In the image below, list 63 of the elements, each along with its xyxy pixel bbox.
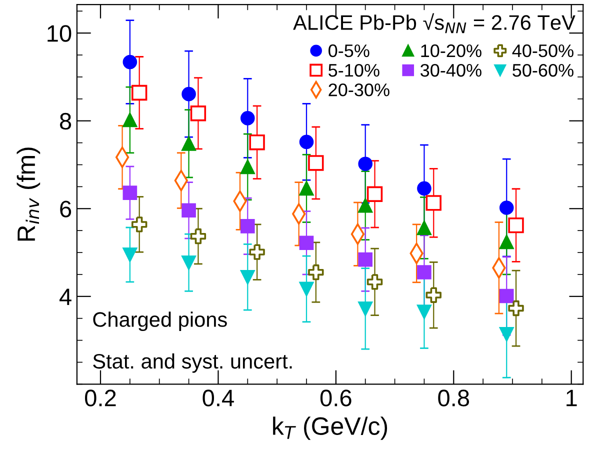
point — [508, 300, 524, 316]
point — [122, 248, 138, 262]
x-tick-label: 0.2 — [85, 390, 116, 406]
point — [417, 304, 432, 319]
point — [299, 236, 314, 250]
annotation: ALICE Pb-Pb √s$_{NN}$ = 2.76 TeV — [293, 13, 576, 34]
point — [299, 282, 314, 296]
point — [499, 200, 514, 215]
y-tick-label: 8 — [60, 112, 72, 130]
point — [182, 203, 196, 218]
point — [358, 198, 373, 213]
legend-label: 50-60% — [512, 64, 574, 77]
point — [366, 274, 383, 290]
point — [132, 84, 148, 101]
legend-label: 30-40% — [420, 64, 482, 77]
y-axis-title: R$_{inv}$ (fm) — [16, 148, 40, 241]
x-tick-label: 0.6 — [320, 390, 352, 406]
point — [240, 219, 255, 234]
point — [240, 270, 255, 284]
y-tick-label: 6 — [60, 200, 72, 218]
point — [122, 112, 138, 128]
legend-label: 5-10% — [328, 64, 380, 77]
point — [299, 181, 314, 196]
x-tick-label: 0.8 — [438, 390, 470, 406]
annotation: Stat. and syst. uncert. — [93, 353, 292, 373]
point — [182, 136, 196, 151]
point — [132, 216, 148, 232]
point — [249, 134, 265, 150]
point — [499, 288, 514, 304]
point — [182, 86, 196, 102]
legend-label: 20-30% — [328, 83, 390, 96]
y-tick-label: 4 — [60, 288, 72, 305]
point — [122, 54, 138, 70]
point — [190, 228, 206, 244]
point — [308, 264, 324, 280]
point — [366, 186, 383, 202]
point — [499, 327, 514, 342]
point — [417, 220, 432, 236]
point — [417, 265, 432, 280]
legend-label: 40-50% — [512, 44, 574, 58]
x-tick-label: 1 — [566, 390, 577, 406]
point — [508, 217, 524, 234]
point — [426, 195, 442, 211]
legend-label: 0-5% — [328, 44, 370, 58]
point — [249, 244, 265, 260]
point — [240, 160, 255, 174]
point — [358, 302, 373, 316]
point — [499, 234, 514, 250]
point — [308, 155, 324, 171]
legend-label: 10-20% — [421, 44, 482, 58]
annotation: Charged pions — [93, 312, 227, 332]
point — [240, 111, 255, 126]
point — [182, 255, 196, 270]
point — [190, 106, 206, 122]
x-tick-label: 0.4 — [202, 390, 234, 406]
point — [358, 156, 373, 172]
point — [426, 287, 442, 303]
point — [299, 134, 314, 150]
x-axis-title: k$_{T}$ (GeV/c) — [273, 416, 388, 440]
point — [417, 181, 432, 196]
point — [358, 252, 373, 267]
point — [122, 186, 138, 200]
y-tick-label: 10 — [48, 25, 72, 42]
